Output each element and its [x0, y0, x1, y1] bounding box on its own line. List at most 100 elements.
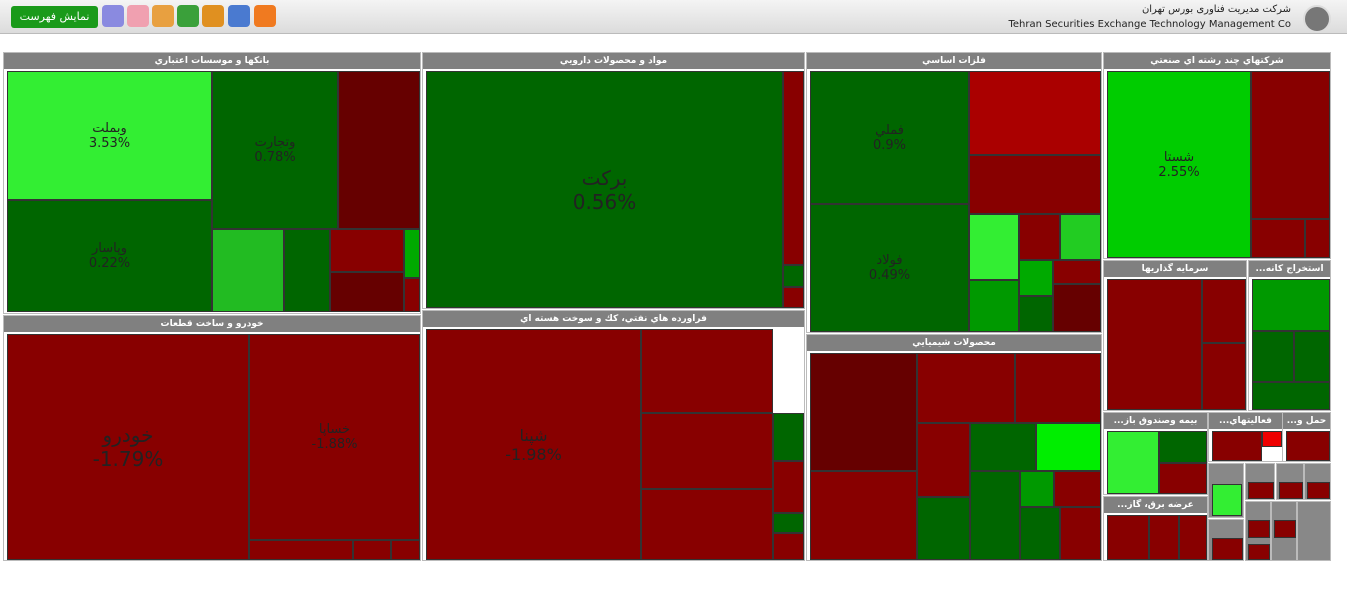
tile[interactable] — [1107, 279, 1202, 410]
tile[interactable] — [1252, 382, 1330, 410]
company-fa: شرکت مدیریت فناوری بورس تهران — [1141, 4, 1291, 15]
tile[interactable] — [1307, 482, 1330, 499]
tile[interactable]: فولاد 0.49% — [810, 204, 969, 332]
tile[interactable] — [917, 423, 970, 497]
tile[interactable] — [1212, 431, 1262, 461]
tile-pct: -1.88% — [311, 437, 358, 452]
tile[interactable] — [810, 471, 917, 560]
tile[interactable]: خساپا -1.88% — [249, 334, 420, 540]
tile[interactable] — [1252, 279, 1330, 331]
tile[interactable] — [1274, 520, 1296, 538]
show-list-button[interactable]: نمایش فهرست — [11, 6, 98, 28]
sector-title: بانكها و موسسات اعتباري — [4, 53, 420, 69]
tile[interactable] — [1159, 463, 1207, 494]
tile[interactable] — [249, 540, 353, 560]
tile[interactable] — [641, 413, 773, 489]
tile[interactable] — [1212, 484, 1242, 516]
icon[interactable] — [127, 5, 149, 27]
tile[interactable] — [391, 540, 420, 560]
tile[interactable] — [810, 353, 917, 471]
tile-pct: 0.9% — [872, 137, 907, 153]
tile[interactable] — [1212, 538, 1243, 560]
tile[interactable] — [284, 229, 330, 312]
tile[interactable] — [353, 540, 391, 560]
tile[interactable] — [1202, 343, 1246, 410]
tile[interactable] — [917, 497, 970, 560]
tile[interactable] — [641, 329, 773, 413]
tile[interactable] — [1020, 471, 1054, 507]
tile[interactable] — [1294, 331, 1330, 382]
sector — [1208, 519, 1244, 561]
tile[interactable] — [783, 265, 804, 287]
tile[interactable] — [773, 413, 804, 461]
tile[interactable] — [1251, 219, 1305, 258]
icon[interactable] — [202, 5, 224, 27]
tile[interactable]: وتجارت 0.78% — [212, 71, 338, 229]
tile-pct: -1.79% — [92, 447, 164, 471]
tile[interactable] — [1252, 331, 1294, 382]
tile[interactable] — [1053, 284, 1101, 332]
tile[interactable]: فملي 0.9% — [810, 71, 969, 204]
tile[interactable]: خودرو -1.79% — [7, 334, 249, 560]
tile[interactable] — [212, 229, 284, 312]
tile[interactable] — [1015, 353, 1101, 423]
tile[interactable] — [1248, 520, 1270, 538]
icon[interactable] — [254, 5, 276, 27]
tile-pct: 3.53% — [88, 135, 131, 151]
tile[interactable] — [917, 353, 1015, 423]
tile[interactable] — [330, 229, 404, 272]
tile[interactable] — [773, 513, 804, 533]
tile[interactable] — [1060, 214, 1101, 260]
tile[interactable] — [1149, 515, 1179, 560]
tile[interactable] — [1202, 279, 1246, 343]
tile[interactable] — [1305, 219, 1330, 258]
tile[interactable] — [773, 461, 804, 513]
icon[interactable] — [177, 5, 199, 27]
tile[interactable] — [1036, 423, 1101, 471]
tile[interactable] — [404, 229, 420, 278]
tile[interactable] — [1019, 214, 1060, 260]
tile[interactable] — [970, 423, 1036, 471]
tile[interactable] — [1019, 296, 1053, 332]
tile[interactable]: وبملت 3.53% — [7, 71, 212, 200]
tile[interactable]: شستا 2.55% — [1107, 71, 1251, 258]
tile[interactable] — [1251, 71, 1330, 219]
tile[interactable]: شپنا -1.98% — [426, 329, 641, 560]
tile[interactable] — [1262, 431, 1282, 447]
tile[interactable] — [1053, 260, 1101, 284]
tile[interactable] — [1107, 515, 1149, 560]
tile[interactable]: بركت 0.56% — [426, 71, 783, 308]
tile[interactable] — [404, 278, 420, 312]
sector: حمل و... — [1282, 412, 1331, 462]
sector-title: شركتهاي چند رشته اي صنعتي — [1104, 53, 1330, 69]
tile[interactable] — [641, 489, 773, 560]
icon[interactable] — [228, 5, 250, 27]
tile[interactable] — [969, 71, 1101, 155]
tile[interactable] — [1159, 431, 1207, 463]
tile[interactable] — [1019, 260, 1053, 296]
tile[interactable] — [1054, 471, 1101, 507]
tile-label: شستا — [1163, 149, 1195, 165]
tile[interactable] — [1179, 515, 1207, 560]
tile[interactable] — [970, 471, 1020, 560]
tile[interactable] — [1248, 482, 1274, 499]
tile[interactable] — [1286, 431, 1330, 461]
tile[interactable] — [783, 287, 804, 308]
tile[interactable] — [1060, 507, 1101, 560]
tile[interactable] — [1107, 431, 1159, 494]
tile[interactable]: وپاسار 0.22% — [7, 200, 212, 312]
tile[interactable] — [1248, 544, 1270, 560]
tile[interactable] — [1279, 482, 1303, 499]
tile[interactable] — [330, 272, 404, 312]
tile[interactable] — [1020, 507, 1060, 560]
tile[interactable] — [773, 533, 804, 560]
tile[interactable] — [969, 214, 1019, 280]
tile[interactable] — [783, 71, 804, 265]
icon[interactable] — [152, 5, 174, 27]
icon[interactable] — [102, 5, 124, 27]
tile[interactable] — [969, 280, 1019, 332]
tile-label: خساپا — [318, 422, 351, 437]
tile[interactable] — [338, 71, 420, 229]
tile[interactable] — [969, 155, 1101, 214]
